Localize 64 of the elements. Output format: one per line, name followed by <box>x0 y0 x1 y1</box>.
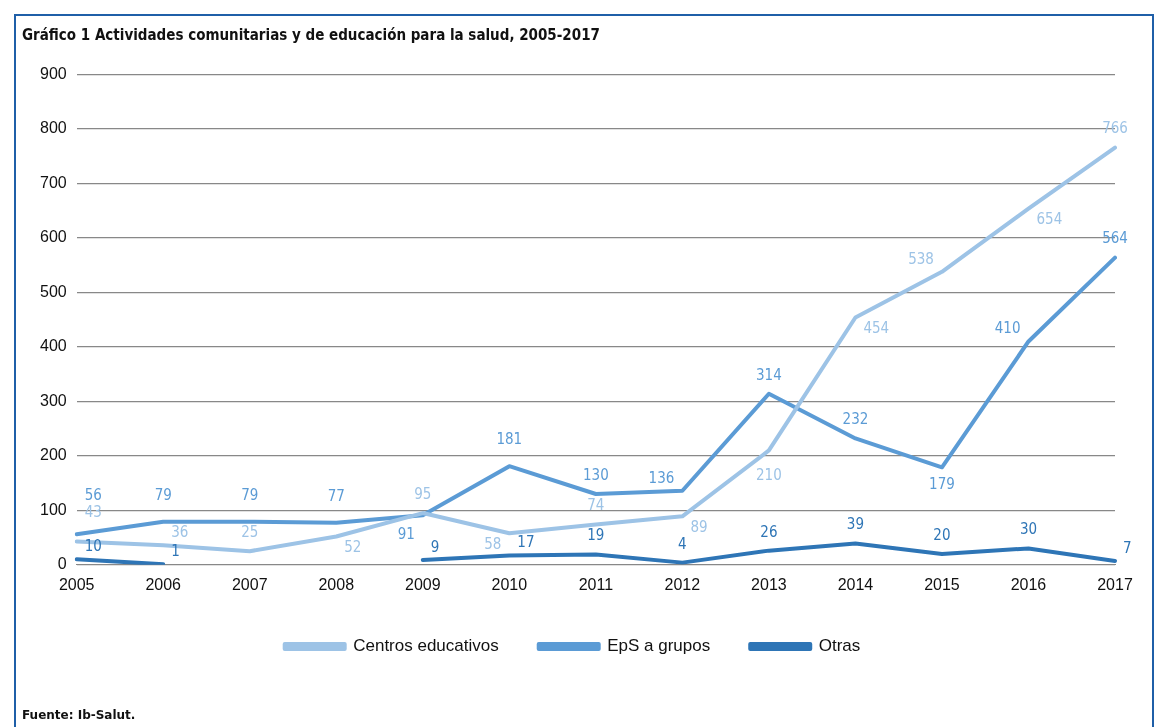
data-label: 454 <box>863 319 890 338</box>
legend-label: EpS a grupos <box>607 636 711 656</box>
data-label: 232 <box>842 410 869 429</box>
data-label: 39 <box>846 515 865 534</box>
data-label: 79 <box>154 485 172 504</box>
x-tick-label: 2010 <box>491 575 528 593</box>
y-tick-label: 300 <box>39 391 67 409</box>
data-label: 210 <box>756 466 782 485</box>
data-label: 654 <box>1036 210 1063 229</box>
data-label: 58 <box>484 535 502 554</box>
data-label: 25 <box>241 523 259 542</box>
data-label: 17 <box>517 533 535 552</box>
data-label: 91 <box>397 525 415 544</box>
data-label: 36 <box>171 523 189 542</box>
chart-title: Gráfico 1 Actividades comunitarias y de educación para la salud, 2005-2017 <box>22 26 600 44</box>
y-tick-label: 500 <box>39 282 67 300</box>
x-tick-label: 2008 <box>318 575 355 593</box>
data-label: 95 <box>414 484 432 503</box>
data-label: 314 <box>756 365 782 384</box>
x-tick-label: 2014 <box>837 575 874 593</box>
data-label: 179 <box>929 475 955 494</box>
data-label: 181 <box>496 430 523 449</box>
y-tick-label: 0 <box>57 555 67 573</box>
y-tick-label: 900 <box>39 65 67 83</box>
x-tick-label: 2007 <box>231 575 268 593</box>
data-label: 56 <box>84 486 102 505</box>
data-label: 4 <box>678 534 687 553</box>
x-tick-label: 2012 <box>664 575 701 593</box>
data-label: 1 <box>171 542 180 561</box>
data-label: 20 <box>933 525 951 544</box>
x-tick-label: 2017 <box>1097 575 1133 593</box>
data-label: 564 <box>1102 229 1128 248</box>
y-tick-label: 600 <box>39 228 67 246</box>
data-label: 74 <box>587 496 605 515</box>
y-tick-label: 200 <box>39 446 67 464</box>
data-label: 538 <box>908 249 934 268</box>
data-label: 9 <box>430 537 440 556</box>
legend-label: Otras <box>818 636 861 656</box>
x-tick-label: 2016 <box>1010 575 1047 593</box>
y-tick-label: 400 <box>39 337 67 355</box>
x-tick-label: 2015 <box>924 575 960 593</box>
data-label: 89 <box>690 518 708 537</box>
y-tick-label: 800 <box>39 119 67 137</box>
data-label: 30 <box>1019 520 1038 539</box>
x-tick-label: 2006 <box>145 575 182 593</box>
data-label: 10 <box>84 537 102 556</box>
data-label: 7 <box>1123 538 1132 557</box>
data-label: 410 <box>994 319 1021 338</box>
y-tick-label: 700 <box>39 173 67 191</box>
data-label: 52 <box>344 538 362 557</box>
y-tick-label: 100 <box>39 500 67 518</box>
data-label: 136 <box>648 468 675 487</box>
data-label: 130 <box>582 465 609 484</box>
x-tick-label: 2011 <box>578 575 614 593</box>
data-label: 26 <box>760 522 778 541</box>
x-tick-label: 2005 <box>58 575 95 593</box>
source-note: Fuente: Ib-Salut. <box>22 708 136 722</box>
data-label: 77 <box>327 486 345 505</box>
x-tick-label: 2009 <box>405 575 441 593</box>
data-label: 19 <box>587 526 605 545</box>
legend-label: Centros educativos <box>353 636 499 656</box>
data-label: 766 <box>1102 119 1128 138</box>
x-tick-label: 2013 <box>751 575 787 593</box>
data-label: 79 <box>241 485 259 504</box>
